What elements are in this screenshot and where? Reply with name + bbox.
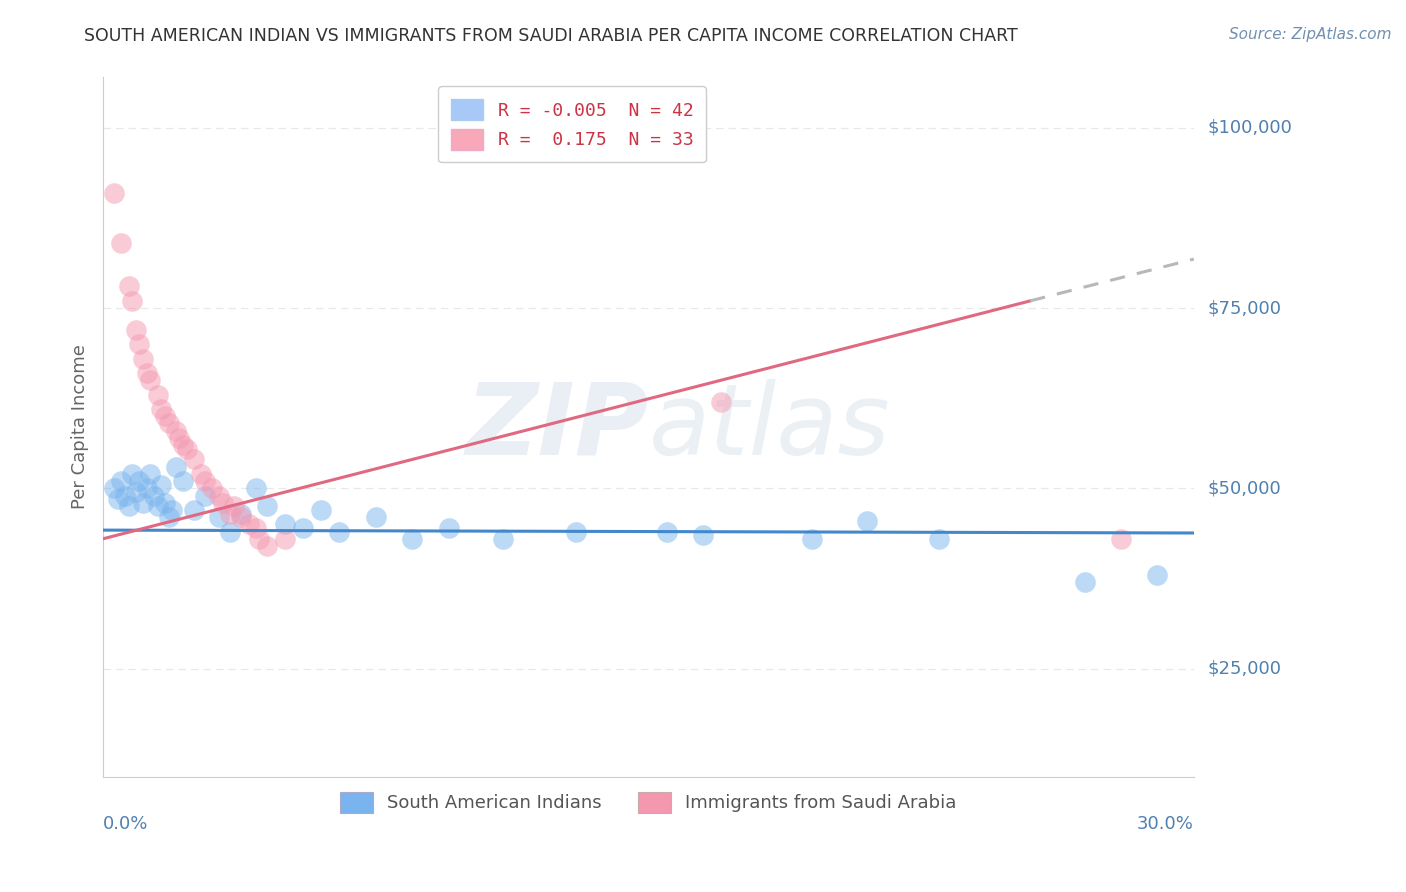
Y-axis label: Per Capita Income: Per Capita Income bbox=[72, 344, 89, 509]
Point bbox=[565, 524, 588, 539]
Point bbox=[183, 503, 205, 517]
Point bbox=[1146, 567, 1168, 582]
Point bbox=[125, 323, 148, 337]
Point bbox=[139, 373, 162, 387]
Point bbox=[928, 532, 950, 546]
Point bbox=[238, 517, 260, 532]
Point bbox=[143, 489, 166, 503]
Point bbox=[364, 510, 387, 524]
Point bbox=[172, 438, 194, 452]
Point bbox=[212, 496, 235, 510]
Point bbox=[219, 524, 242, 539]
Point bbox=[107, 492, 129, 507]
Point bbox=[132, 351, 155, 366]
Point bbox=[190, 467, 212, 481]
Point bbox=[110, 474, 132, 488]
Point bbox=[183, 452, 205, 467]
Point bbox=[194, 489, 217, 503]
Point bbox=[160, 503, 183, 517]
Point bbox=[121, 467, 143, 481]
Point bbox=[135, 366, 157, 380]
Text: 0.0%: 0.0% bbox=[103, 815, 149, 833]
Point bbox=[128, 474, 150, 488]
Point bbox=[150, 477, 173, 491]
Text: Source: ZipAtlas.com: Source: ZipAtlas.com bbox=[1229, 27, 1392, 42]
Point bbox=[150, 402, 173, 417]
Text: SOUTH AMERICAN INDIAN VS IMMIGRANTS FROM SAUDI ARABIA PER CAPITA INCOME CORRELAT: SOUTH AMERICAN INDIAN VS IMMIGRANTS FROM… bbox=[84, 27, 1018, 45]
Point bbox=[245, 521, 267, 535]
Point bbox=[157, 510, 180, 524]
Point bbox=[146, 387, 169, 401]
Point bbox=[165, 459, 187, 474]
Point bbox=[194, 474, 217, 488]
Point bbox=[114, 489, 136, 503]
Point bbox=[153, 496, 176, 510]
Point bbox=[292, 521, 315, 535]
Point bbox=[103, 481, 125, 495]
Point bbox=[328, 524, 350, 539]
Point bbox=[125, 484, 148, 499]
Point bbox=[117, 500, 139, 514]
Point bbox=[121, 293, 143, 308]
Point bbox=[157, 417, 180, 431]
Point bbox=[256, 500, 278, 514]
Point bbox=[110, 236, 132, 251]
Point bbox=[176, 442, 198, 456]
Text: $50,000: $50,000 bbox=[1208, 479, 1281, 498]
Point bbox=[256, 539, 278, 553]
Point bbox=[274, 532, 297, 546]
Point bbox=[172, 474, 194, 488]
Legend: South American Indians, Immigrants from Saudi Arabia: South American Indians, Immigrants from … bbox=[333, 785, 963, 820]
Point bbox=[231, 510, 253, 524]
Point bbox=[103, 186, 125, 200]
Point bbox=[437, 521, 460, 535]
Text: 30.0%: 30.0% bbox=[1137, 815, 1194, 833]
Point bbox=[492, 532, 515, 546]
Point bbox=[710, 394, 733, 409]
Text: atlas: atlas bbox=[648, 378, 890, 475]
Point bbox=[655, 524, 678, 539]
Point bbox=[135, 481, 157, 495]
Point bbox=[1109, 532, 1132, 546]
Point bbox=[139, 467, 162, 481]
Point bbox=[208, 489, 231, 503]
Text: $100,000: $100,000 bbox=[1208, 119, 1292, 136]
Point bbox=[222, 500, 245, 514]
Point bbox=[855, 514, 877, 528]
Point bbox=[692, 528, 714, 542]
Point bbox=[249, 532, 271, 546]
Point bbox=[117, 279, 139, 293]
Point bbox=[219, 507, 242, 521]
Point bbox=[208, 510, 231, 524]
Point bbox=[132, 496, 155, 510]
Point bbox=[1074, 574, 1097, 589]
Point bbox=[128, 337, 150, 351]
Point bbox=[231, 507, 253, 521]
Point bbox=[153, 409, 176, 424]
Point bbox=[201, 481, 224, 495]
Point bbox=[801, 532, 824, 546]
Point bbox=[245, 481, 267, 495]
Text: $25,000: $25,000 bbox=[1208, 659, 1282, 678]
Point bbox=[274, 517, 297, 532]
Point bbox=[169, 431, 191, 445]
Point bbox=[146, 500, 169, 514]
Point bbox=[309, 503, 332, 517]
Text: $75,000: $75,000 bbox=[1208, 299, 1282, 317]
Point bbox=[401, 532, 423, 546]
Text: ZIP: ZIP bbox=[465, 378, 648, 475]
Point bbox=[165, 424, 187, 438]
